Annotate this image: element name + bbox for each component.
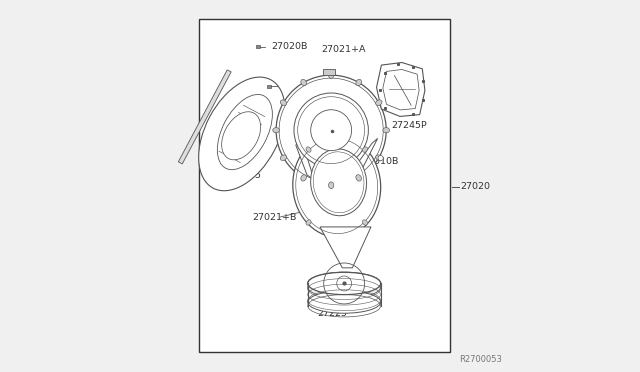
Circle shape <box>276 75 386 185</box>
Ellipse shape <box>376 100 382 106</box>
Bar <box>267 86 271 88</box>
Ellipse shape <box>362 220 367 225</box>
Ellipse shape <box>306 220 311 225</box>
Polygon shape <box>296 140 314 180</box>
Ellipse shape <box>308 276 381 298</box>
Ellipse shape <box>308 272 381 295</box>
Text: 27225: 27225 <box>317 309 347 318</box>
Text: 27020: 27020 <box>460 182 490 191</box>
Text: 27245P: 27245P <box>392 121 428 130</box>
Ellipse shape <box>328 182 334 189</box>
Text: 27010B: 27010B <box>362 157 399 166</box>
Ellipse shape <box>198 77 285 191</box>
Polygon shape <box>349 138 378 179</box>
Ellipse shape <box>273 128 280 133</box>
Bar <box>323 69 335 75</box>
Ellipse shape <box>383 128 390 133</box>
Ellipse shape <box>362 147 367 152</box>
Bar <box>256 45 260 48</box>
Ellipse shape <box>308 272 381 295</box>
Circle shape <box>310 110 351 151</box>
Ellipse shape <box>328 72 334 78</box>
Text: R2700053: R2700053 <box>459 355 502 364</box>
Ellipse shape <box>308 291 381 313</box>
Ellipse shape <box>218 94 273 170</box>
Polygon shape <box>320 227 371 268</box>
Text: 27021+B: 27021+B <box>252 213 297 222</box>
Ellipse shape <box>310 149 367 216</box>
Ellipse shape <box>306 147 311 152</box>
Polygon shape <box>179 70 231 164</box>
Text: 27021+A: 27021+A <box>321 45 365 54</box>
Ellipse shape <box>301 79 307 86</box>
Ellipse shape <box>280 100 287 106</box>
Text: 27065: 27065 <box>232 171 262 180</box>
Ellipse shape <box>376 155 382 161</box>
Circle shape <box>294 93 369 167</box>
Ellipse shape <box>280 155 287 161</box>
Bar <box>199 19 450 352</box>
Text: 27020B: 27020B <box>271 42 307 51</box>
Ellipse shape <box>221 112 260 160</box>
Polygon shape <box>376 62 425 116</box>
Ellipse shape <box>356 175 362 181</box>
Circle shape <box>378 155 383 161</box>
Ellipse shape <box>301 175 307 181</box>
Ellipse shape <box>292 135 381 237</box>
Ellipse shape <box>356 79 362 86</box>
